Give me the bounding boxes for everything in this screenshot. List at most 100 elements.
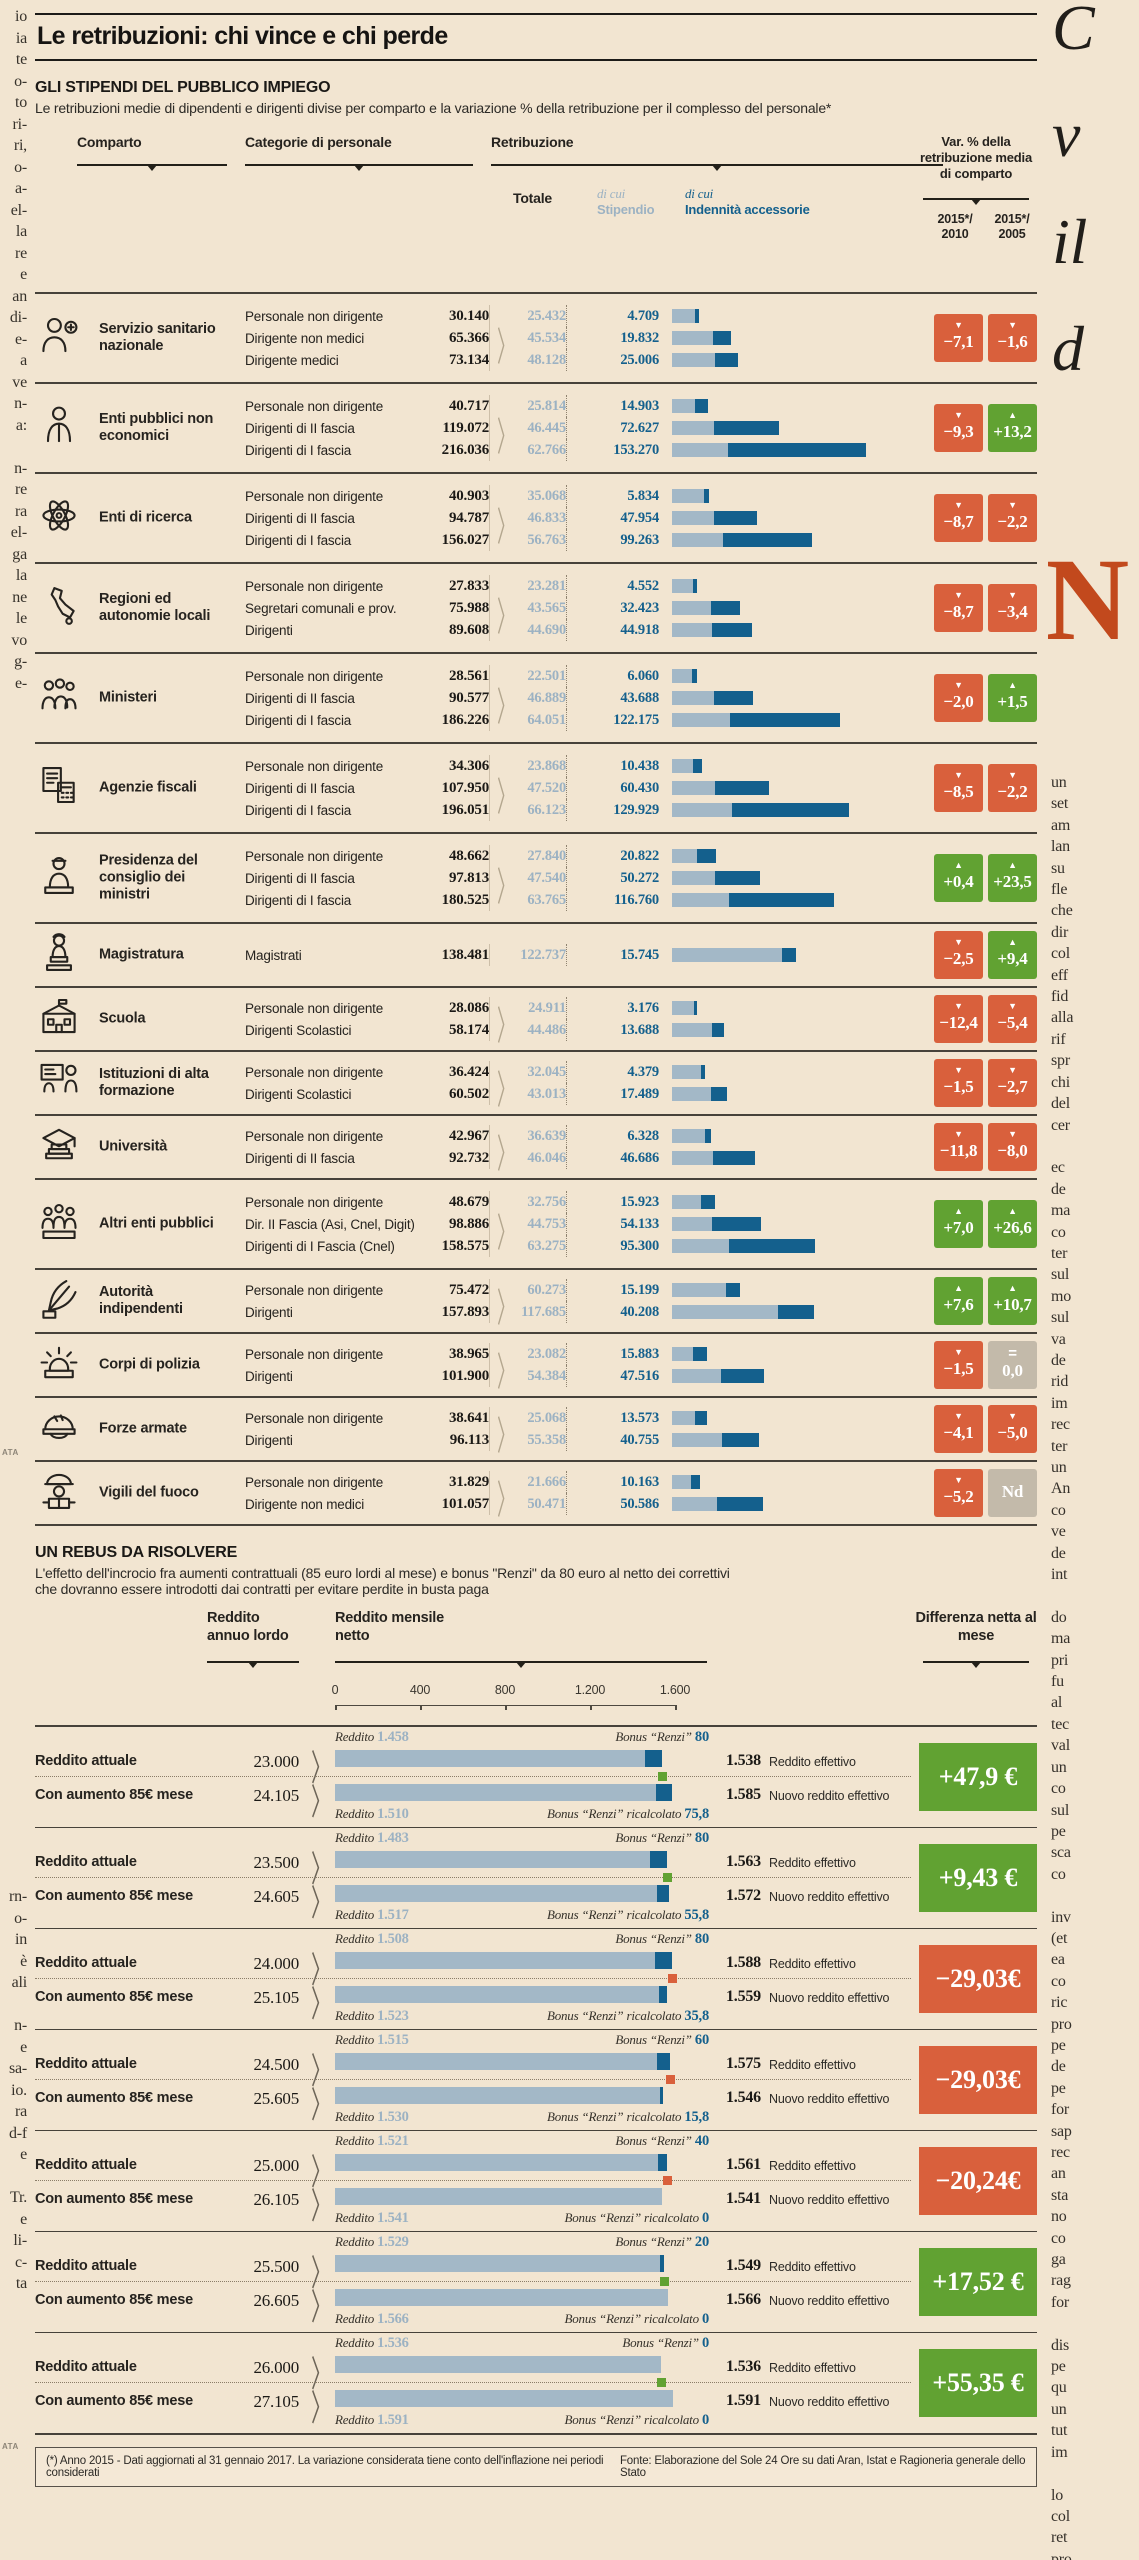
bonus-label: Bonus “Renzi” [615, 2032, 695, 2047]
indennita-value: 15.199 [566, 1279, 659, 1301]
bracket-glyph: 〉 [311, 2254, 331, 2294]
stipendio-value: 122.737 [489, 944, 566, 966]
down-triangle-icon: ▼ [954, 1411, 963, 1421]
soldier-helmet-icon [37, 1404, 83, 1455]
group-brace: 〉 [497, 1004, 515, 1049]
totale-value: 101.057 [441, 1495, 490, 1512]
effective-value: 1.538 [725, 1752, 761, 1769]
bonus-label: Bonus “Renzi” [615, 2234, 695, 2249]
group-brace: 〉 [497, 1132, 515, 1177]
salary-bar [659, 443, 919, 457]
salary-row: Dirigente non medici 101.057 50.471 50.586 [245, 1493, 919, 1515]
stipendio-bar-segment [672, 871, 715, 885]
edge-text-line: co [1051, 2229, 1066, 2247]
reddito-bar-segment [335, 1885, 657, 1902]
gross-income-value: 24.000 [253, 1954, 299, 1973]
bonus-recalc-label: Bonus “Renzi” ricalcolato [546, 2008, 685, 2023]
var-badge: ▼ −2,2 [988, 764, 1037, 812]
indennita-bar-segment [728, 443, 866, 457]
edge-text-line: an [12, 287, 27, 305]
category-label: Dirigenti di I fascia [245, 802, 352, 818]
indennita-value: 122.175 [566, 709, 659, 731]
edge-text-line: sta [1051, 2186, 1069, 2204]
stipendio-value: 45.534 [489, 327, 566, 349]
salary-table: Servizio sanitario nazionale 〉 Personale n… [35, 292, 1037, 1526]
gross-income-value: 26.105 [253, 2190, 299, 2209]
stipendio-value: 44.486 [489, 1019, 566, 1041]
stipendio-value: 25.814 [489, 395, 566, 417]
totale-value: 48.679 [448, 1193, 489, 1210]
edge-text-line: del [1051, 1095, 1070, 1113]
category-label: Dirigenti di II fascia [245, 420, 355, 436]
edge-text-line: mo [1051, 1287, 1072, 1305]
headline-fragment-line: il [1052, 206, 1088, 277]
edge-text-line: ga [12, 545, 27, 563]
retribuzione-brace [491, 164, 943, 171]
edge-text-line: sul [1051, 1266, 1070, 1284]
edge-text-line: te [15, 51, 27, 68]
indennita-bar-segment [691, 1475, 700, 1489]
totale-value: 157.893 [441, 1303, 490, 1320]
var-badge: ▼ −11,8 [934, 1123, 983, 1171]
indennita-bar-segment [714, 421, 779, 435]
indennita-bar-segment [694, 1001, 697, 1015]
salary-bar [659, 1239, 919, 1253]
bonus-bar-segment [658, 2154, 667, 2171]
salary-bar [659, 1001, 919, 1015]
indennita-value: 44.918 [566, 619, 659, 641]
scenario-group: Reddito 1.529 Bonus “Renzi” 20 Reddito att… [35, 2231, 1037, 2332]
categorie-brace [245, 164, 473, 171]
indennita-bar-segment [701, 1195, 715, 1209]
totale-value: 196.051 [441, 801, 490, 818]
stipendio-bar-segment [672, 1001, 694, 1015]
indennita-value: 46.686 [566, 1147, 659, 1169]
reddito-value: 1.530 [377, 2109, 409, 2125]
reddito-value: 1.517 [377, 1907, 409, 1923]
income-bar [335, 1885, 669, 1902]
stipendio-value: 32.756 [489, 1191, 566, 1213]
indennita-bar-segment [722, 1433, 759, 1447]
group-brace: 〉 [497, 1286, 515, 1331]
totale-value: 75.988 [448, 599, 489, 616]
scenario-row-label: Reddito attuale [35, 1854, 137, 1870]
gross-income-value: 25.605 [253, 2089, 299, 2108]
salary-bar [659, 1305, 919, 1319]
group-brace: 〉 [497, 775, 515, 820]
var-badge: ▼ −8,7 [934, 584, 983, 632]
edge-text-line: dis [1051, 2336, 1070, 2354]
totale-value: 40.717 [448, 397, 489, 414]
bar2-labels: Reddito 1.523 Bonus “Renzi” ricalcolato 3… [335, 2008, 709, 2025]
scenario-group: Reddito 1.483 Bonus “Renzi” 80 Reddito att… [35, 1827, 1037, 1928]
stipendio-value: 21.666 [489, 1471, 566, 1493]
var-value: −3,4 [997, 602, 1028, 621]
down-triangle-icon: ▼ [954, 500, 963, 510]
salary-row: Dirigenti di II fascia 97.813 47.540 50.272 [245, 867, 919, 889]
salary-row: Personale non dirigente 28.086 24.911 3.176 [245, 997, 919, 1019]
totale-value: 180.525 [441, 891, 490, 908]
salary-row: Dir. II Fascia (Asi, Cnel, Digit) 98.886 4… [245, 1213, 919, 1235]
gross-income-value: 23.500 [253, 1853, 299, 1872]
totale-value: 58.174 [448, 1021, 489, 1038]
indennita-value: 13.573 [566, 1407, 659, 1429]
edge-text-line: co [1051, 1223, 1066, 1241]
stipendio-value: 25.068 [489, 1407, 566, 1429]
indennita-value: 15.745 [566, 944, 659, 966]
down-triangle-icon: ▼ [954, 937, 963, 947]
var-value: −2,7 [997, 1077, 1028, 1096]
stipendio-bar-segment [672, 849, 697, 863]
salary-row: Personale non dirigente 40.903 35.068 5.834 [245, 485, 919, 507]
category-label: Dirigenti di I fascia [245, 892, 352, 908]
comparto-name: Regioni ed autonomie locali [99, 591, 211, 624]
var-value: −4,1 [943, 1423, 974, 1442]
edge-text-line: co [1051, 1865, 1066, 1883]
indennita-value: 54.133 [566, 1213, 659, 1235]
police-siren-icon [37, 1340, 83, 1391]
down-triangle-icon: ▼ [954, 590, 963, 600]
salary-row: Dirigenti Scolastici 58.174 44.486 13.688 [245, 1019, 919, 1041]
salary-row: Personale non dirigente 40.717 25.814 14.90… [245, 395, 919, 417]
edge-text-line: n- [14, 395, 27, 412]
category-label: Personale non dirigente [245, 668, 384, 684]
up-triangle-icon: ▲ [1008, 937, 1017, 947]
edge-text-line: vo [11, 631, 27, 649]
diff-badge: −20,24€ [919, 2147, 1037, 2215]
